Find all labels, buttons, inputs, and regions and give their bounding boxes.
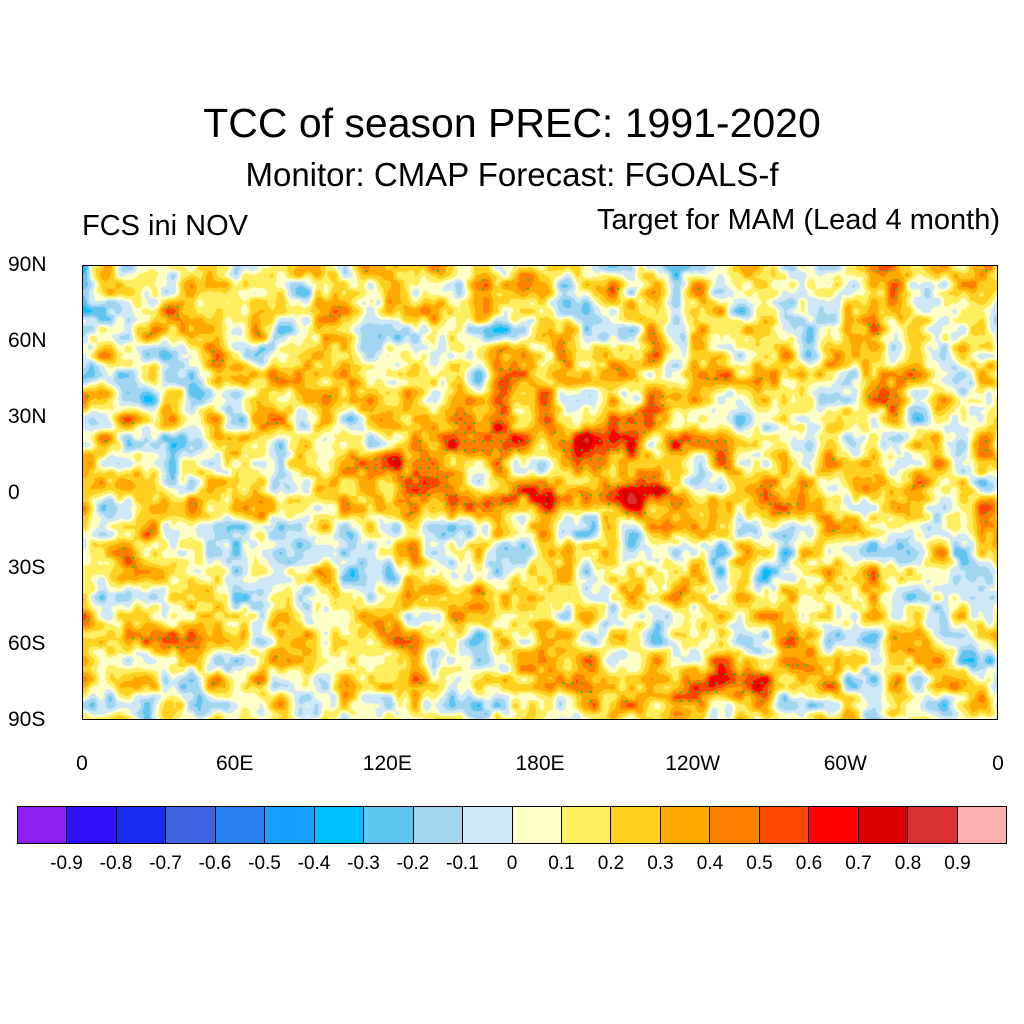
x-tick-label: 180E <box>515 752 565 775</box>
x-tick-label: 0 <box>992 752 1004 775</box>
colorbar-swatch <box>957 807 1007 843</box>
colorbar-swatch <box>858 807 909 843</box>
colorbar-swatch <box>809 807 859 843</box>
left-label: FCS ini NOV <box>82 210 248 242</box>
colorbar-swatch <box>18 807 68 843</box>
x-tick-label: 60W <box>823 752 867 775</box>
colorbar-label: -0.9 <box>50 853 83 874</box>
colorbar-swatch <box>611 807 661 843</box>
y-tick-label: 30S <box>8 556 46 580</box>
colorbar-label: -0.2 <box>396 853 430 874</box>
colorbar-label: 0.5 <box>746 853 773 874</box>
chart-title: TCC of season PREC: 1991-2020 <box>203 100 821 146</box>
correlation-map <box>82 265 998 720</box>
y-tick-label: 30N <box>8 404 47 428</box>
colorbar-swatch <box>265 807 315 843</box>
colorbar-label: -0.1 <box>446 853 479 874</box>
colorbar-label: -0.7 <box>149 853 182 874</box>
colorbar-swatch <box>759 807 810 843</box>
colorbar-label: -0.4 <box>297 853 331 874</box>
colorbar-swatch <box>413 807 464 843</box>
colorbar-label: -0.6 <box>198 853 232 874</box>
colorbar-swatch <box>908 807 958 843</box>
y-tick-label: 60S <box>8 632 46 656</box>
colorbar-label: 0.9 <box>944 853 971 874</box>
colorbar-label: 0.8 <box>894 853 922 874</box>
x-tick-label: 120W <box>665 752 721 775</box>
y-tick-label: 90N <box>8 253 47 276</box>
colorbar-label: 0.7 <box>845 853 872 874</box>
colorbar-swatch <box>166 807 216 843</box>
right-label: Target for MAM (Lead 4 month) <box>597 204 1000 236</box>
colorbar-label: -0.3 <box>347 853 380 874</box>
y-tick-label: 60N <box>8 328 47 352</box>
x-tick-label: 60E <box>215 752 254 775</box>
y-tick-label: 90S <box>8 708 46 731</box>
y-tick-label: 0 <box>8 480 20 504</box>
chart-subtitle: Monitor: CMAP Forecast: FGOALS-f <box>245 156 779 193</box>
colorbar <box>17 806 1007 844</box>
colorbar-label: 0 <box>506 853 518 874</box>
colorbar-label: -0.5 <box>248 853 281 874</box>
x-tick-label: 120E <box>362 752 412 775</box>
colorbar-label: 0.2 <box>597 853 625 874</box>
colorbar-label: 0.6 <box>795 853 823 874</box>
colorbar-swatch <box>116 807 167 843</box>
colorbar-label: 0.4 <box>696 853 724 874</box>
colorbar-swatch <box>512 807 562 843</box>
colorbar-label: 0.3 <box>647 853 674 874</box>
colorbar-label: 0.1 <box>548 853 575 874</box>
colorbar-swatch <box>710 807 760 843</box>
colorbar-swatch <box>660 807 711 843</box>
colorbar-label: -0.8 <box>99 853 133 874</box>
colorbar-swatch <box>463 807 513 843</box>
colorbar-swatch <box>67 807 117 843</box>
colorbar-swatch <box>364 807 414 843</box>
x-tick-label: 0 <box>76 752 88 775</box>
colorbar-swatch <box>561 807 612 843</box>
colorbar-swatch <box>314 807 365 843</box>
colorbar-swatch <box>215 807 266 843</box>
